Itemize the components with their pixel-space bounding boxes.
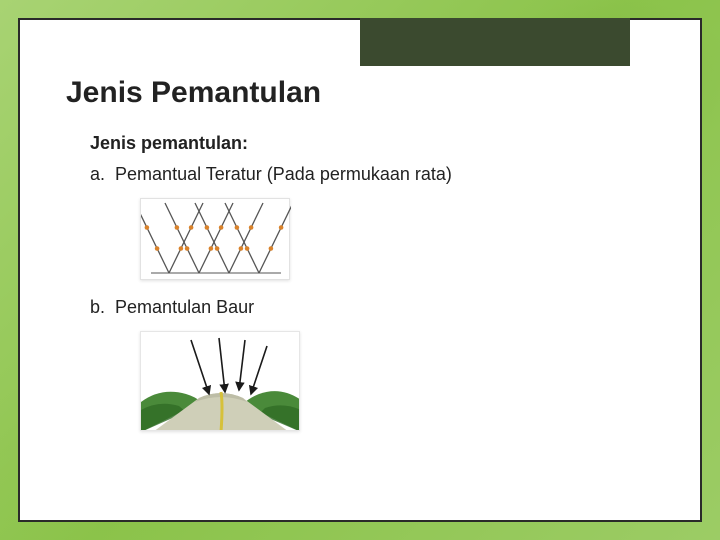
slide-frame: Jenis Pemantulan Jenis pemantulan: a. Pe… [18,18,702,522]
title-accent-box [360,18,630,66]
list-item-b: b. Pemantulan Baur [90,294,640,321]
item-a-text: Pemantual Teratur (Pada permukaan rata) [115,164,452,184]
list-item-a: a. Pemantual Teratur (Pada permukaan rat… [90,161,640,188]
regular-reflection-svg [141,199,291,281]
figure-diffuse-reflection [140,331,300,431]
slide-title: Jenis Pemantulan [66,76,321,110]
content-subheading: Jenis pemantulan: [90,130,640,157]
slide-content: Jenis pemantulan: a. Pemantual Teratur (… [90,130,640,431]
figure-regular-reflection [140,198,290,280]
item-a-label: a. [90,164,105,184]
item-b-label: b. [90,297,105,317]
diffuse-reflection-svg [141,332,300,431]
item-b-text: Pemantulan Baur [115,297,254,317]
